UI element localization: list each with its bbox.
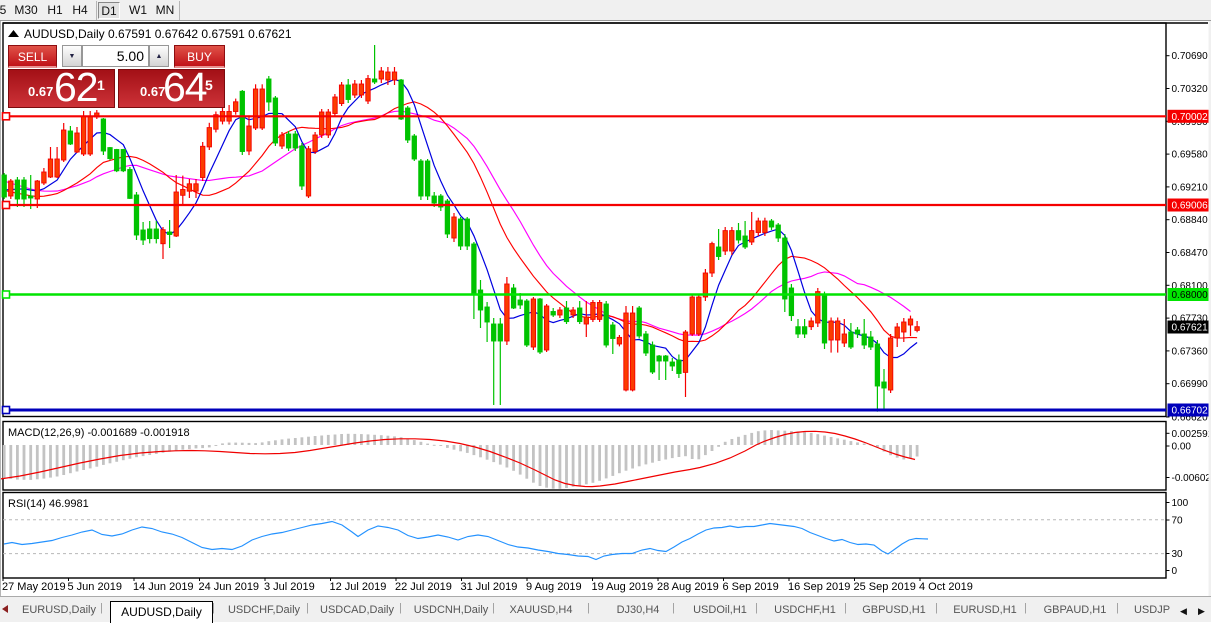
svg-text:4 Oct 2019: 4 Oct 2019	[919, 581, 973, 593]
svg-text:0.66990: 0.66990	[1172, 379, 1209, 390]
svg-text:6 Sep 2019: 6 Sep 2019	[723, 581, 779, 593]
svg-text:25 Sep 2019: 25 Sep 2019	[854, 581, 916, 593]
svg-text:RSI(14) 46.9981: RSI(14) 46.9981	[8, 498, 89, 510]
svg-text:0.70002: 0.70002	[1172, 112, 1209, 123]
svg-text:AUDUSD,Daily 0.67591 0.67642: AUDUSD,Daily 0.67591 0.67642 0.67591 0.6…	[24, 27, 292, 41]
svg-text:5 Jun 2019: 5 Jun 2019	[68, 581, 122, 593]
svg-text:14 Jun 2019: 14 Jun 2019	[133, 581, 194, 593]
svg-text:19 Aug 2019: 19 Aug 2019	[592, 581, 654, 593]
svg-text:100: 100	[1172, 498, 1189, 509]
svg-text:24 Jun 2019: 24 Jun 2019	[199, 581, 260, 593]
svg-text:0.68470: 0.68470	[1172, 248, 1209, 259]
svg-text:0.68000: 0.68000	[1172, 290, 1209, 301]
svg-text:0.66702: 0.66702	[1172, 406, 1209, 417]
svg-text:0: 0	[1172, 566, 1178, 577]
svg-text:0.68840: 0.68840	[1172, 215, 1209, 226]
svg-text:0.69210: 0.69210	[1172, 182, 1209, 193]
svg-text:0.69006: 0.69006	[1172, 201, 1209, 212]
svg-text:30: 30	[1172, 549, 1184, 560]
svg-text:0.70690: 0.70690	[1172, 51, 1209, 62]
svg-text:-0.006029: -0.006029	[1172, 473, 1211, 484]
svg-text:12 Jul 2019: 12 Jul 2019	[330, 581, 387, 593]
svg-text:0.70320: 0.70320	[1172, 84, 1209, 95]
svg-text:MACD(12,26,9) -0.001689 -0.001: MACD(12,26,9) -0.001689 -0.001918	[8, 427, 190, 439]
svg-text:16 Sep 2019: 16 Sep 2019	[788, 581, 850, 593]
svg-text:31 Jul 2019: 31 Jul 2019	[461, 581, 518, 593]
svg-text:27 May 2019: 27 May 2019	[2, 581, 66, 593]
svg-text:3 Jul 2019: 3 Jul 2019	[264, 581, 315, 593]
svg-text:9 Aug 2019: 9 Aug 2019	[526, 581, 582, 593]
svg-text:0.00: 0.00	[1172, 442, 1192, 453]
svg-text:0.67360: 0.67360	[1172, 346, 1209, 357]
svg-text:70: 70	[1172, 516, 1184, 527]
svg-text:22 Jul 2019: 22 Jul 2019	[395, 581, 452, 593]
svg-text:0.002592: 0.002592	[1172, 429, 1211, 440]
svg-text:0.69580: 0.69580	[1172, 150, 1209, 161]
svg-text:28 Aug 2019: 28 Aug 2019	[657, 581, 719, 593]
svg-text:0.67621: 0.67621	[1172, 323, 1209, 334]
